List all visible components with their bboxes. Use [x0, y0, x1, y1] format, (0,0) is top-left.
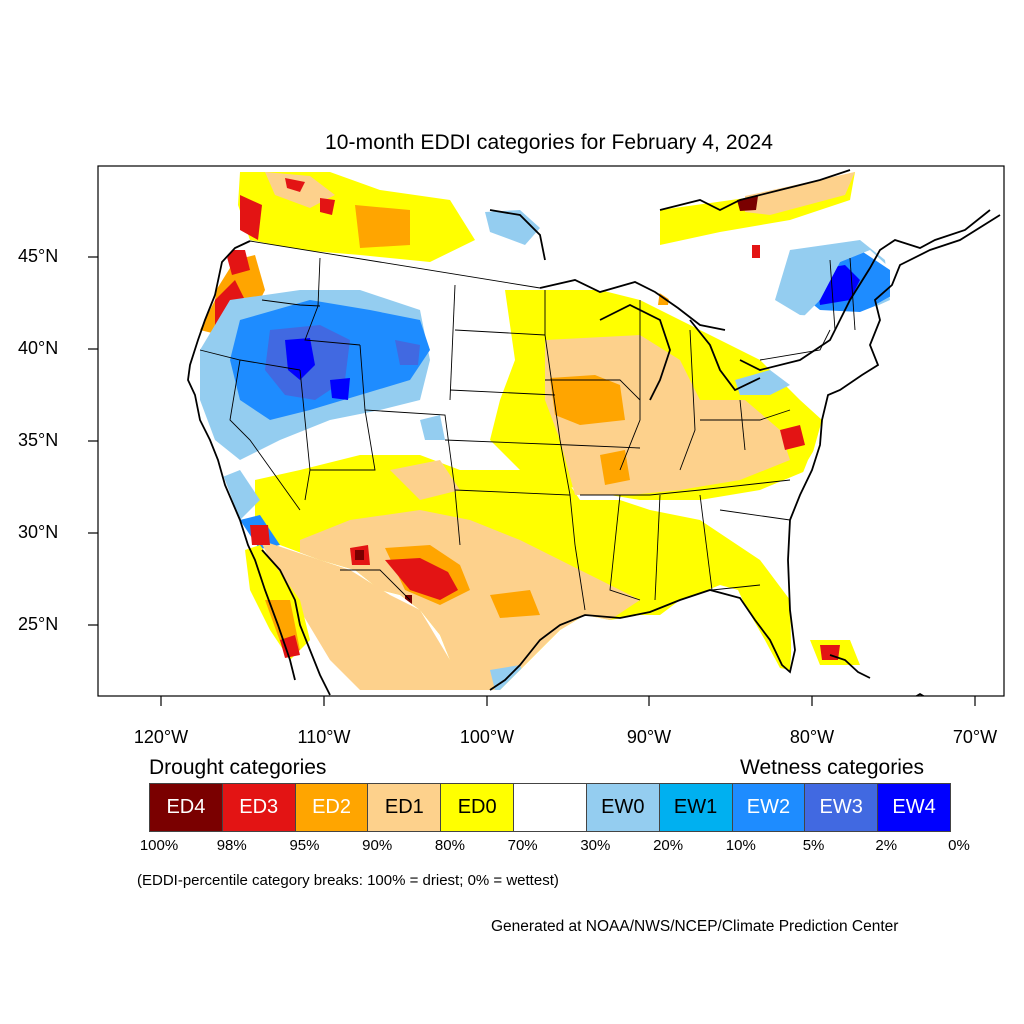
- legend-box-ew0: EW0: [586, 784, 660, 831]
- lon-label-90: 90°W: [626, 727, 672, 747]
- legend-box-neutral: [514, 784, 587, 831]
- legend-percentile-label: 30%: [580, 837, 611, 854]
- legend-percentile-label: 100%: [139, 837, 179, 854]
- lat-label-35: 35°N: [18, 430, 59, 450]
- drought-categories-heading: Drought categories: [149, 756, 327, 779]
- legend-percentile-label: 95%: [289, 837, 320, 854]
- legend-box-ed0: ED0: [441, 784, 515, 831]
- legend-percentile-label: 20%: [653, 837, 684, 854]
- legend-box-ed3: ED3: [222, 784, 296, 831]
- map-plot-area: [98, 166, 1004, 696]
- axis-ticks: [88, 256, 976, 706]
- state-boundaries: [199, 240, 856, 611]
- legend-box-ed1: ED1: [368, 784, 442, 831]
- mexico-shading: [245, 525, 860, 690]
- lon-label-80: 80°W: [789, 727, 835, 747]
- lat-label-30: 30°N: [18, 522, 59, 542]
- legend-percentile-label: 90%: [362, 837, 393, 854]
- lon-label-100: 100°W: [459, 727, 515, 747]
- lon-label-110: 110°W: [297, 727, 351, 747]
- lat-label-40: 40°N: [18, 338, 59, 358]
- legend-box-ew1: EW1: [659, 784, 733, 831]
- plot-frame: [97, 165, 1005, 697]
- legend-percentile-label: 0%: [948, 837, 970, 854]
- legend-percentile-label: 10%: [725, 837, 756, 854]
- coastlines: [187, 169, 1001, 696]
- legend-box-ew2: EW2: [732, 784, 806, 831]
- lon-label-70: 70°W: [952, 727, 998, 747]
- legend-percentile-label: 80%: [434, 837, 465, 854]
- wetness-categories-heading: Wetness categories: [740, 756, 925, 779]
- credit-line: Generated at NOAA/NWS/NCEP/Climate Predi…: [491, 918, 899, 935]
- legend-percentile-label: 2%: [875, 837, 898, 854]
- legend-box-ed4: ED4: [150, 784, 223, 831]
- legend-box-ew3: EW3: [805, 784, 879, 831]
- legend-color-bar: ED4 ED3 ED2 ED1 ED0 EW0 EW1 EW2 EW3 EW4: [150, 784, 950, 831]
- lat-label-25: 25°N: [18, 614, 59, 634]
- legend-box-ed2: ED2: [295, 784, 369, 831]
- map-title: 10-month EDDI categories for February 4,…: [324, 131, 774, 154]
- legend-percentile-label: 98%: [216, 837, 247, 854]
- lon-label-120: 120°W: [133, 727, 189, 747]
- legend-note: (EDDI-percentile category breaks: 100% =…: [137, 872, 559, 889]
- legend-percentile-label: 5%: [802, 837, 825, 854]
- lat-label-45: 45°N: [18, 246, 59, 266]
- legend-box-ew4: EW4: [878, 784, 950, 831]
- legend-percentile-label: 70%: [507, 837, 538, 854]
